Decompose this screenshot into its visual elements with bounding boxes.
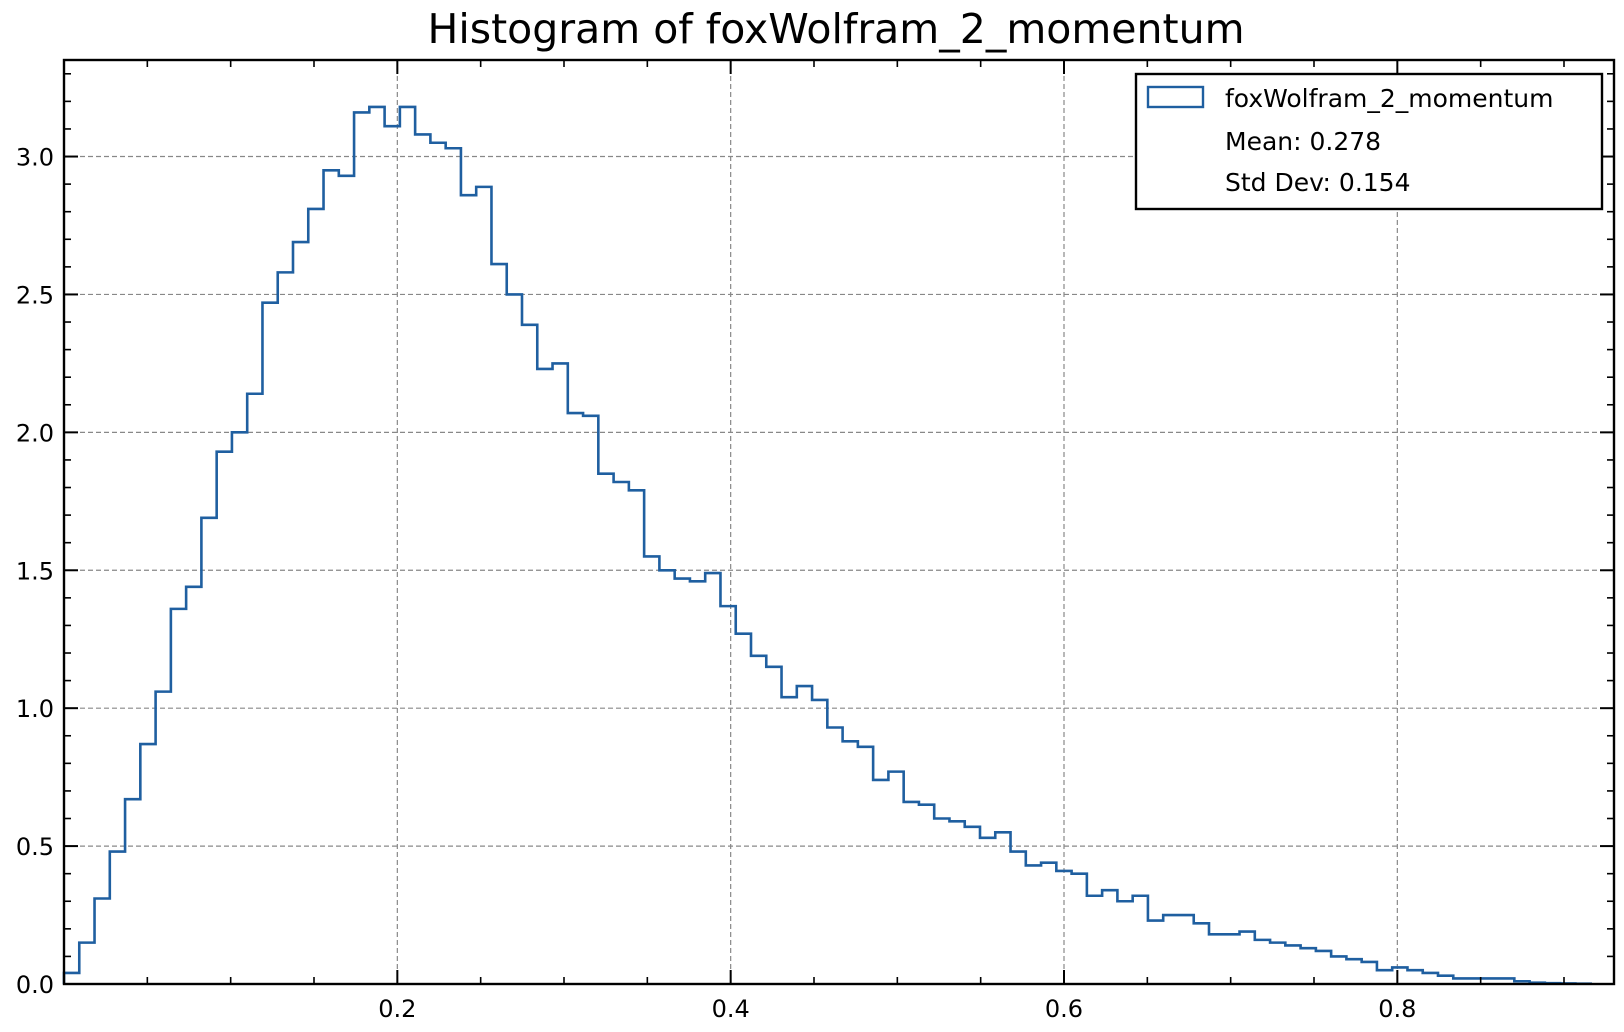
y-tick-label: 3.0 bbox=[16, 144, 54, 172]
histogram-series-line bbox=[62, 105, 1592, 986]
plot-frame bbox=[62, 58, 1616, 986]
legend-std-text: Std Dev: 0.154 bbox=[1225, 168, 1411, 197]
x-tick-label: 0.2 bbox=[378, 995, 416, 1023]
y-axis-tick-labels: 0.0 0.5 1.0 1.5 2.0 2.5 3.0 bbox=[16, 144, 54, 999]
legend-mean-text: Mean: 0.278 bbox=[1225, 127, 1381, 156]
legend-series-label: foxWolfram_2_momentum bbox=[1225, 84, 1554, 113]
x-tick-label: 0.6 bbox=[1045, 995, 1083, 1023]
y-tick-label: 0.0 bbox=[16, 971, 54, 999]
x-tick-label: 0.8 bbox=[1378, 995, 1416, 1023]
y-tick-label: 2.5 bbox=[16, 281, 54, 309]
legend: foxWolfram_2_momentum Mean: 0.278 Std De… bbox=[1134, 72, 1604, 211]
legend-box bbox=[1134, 72, 1604, 211]
x-axis-tick-labels: 0.2 0.4 0.6 0.8 bbox=[378, 995, 1416, 1023]
y-tick-label: 2.0 bbox=[16, 419, 54, 447]
chart-title: Histogram of foxWolfram_2_momentum bbox=[427, 5, 1244, 53]
y-tick-label: 1.5 bbox=[16, 557, 54, 585]
legend-swatch bbox=[1146, 85, 1205, 109]
x-tick-label: 0.4 bbox=[712, 995, 750, 1023]
y-tick-label: 1.0 bbox=[16, 695, 54, 723]
y-tick-label: 0.5 bbox=[16, 833, 54, 861]
